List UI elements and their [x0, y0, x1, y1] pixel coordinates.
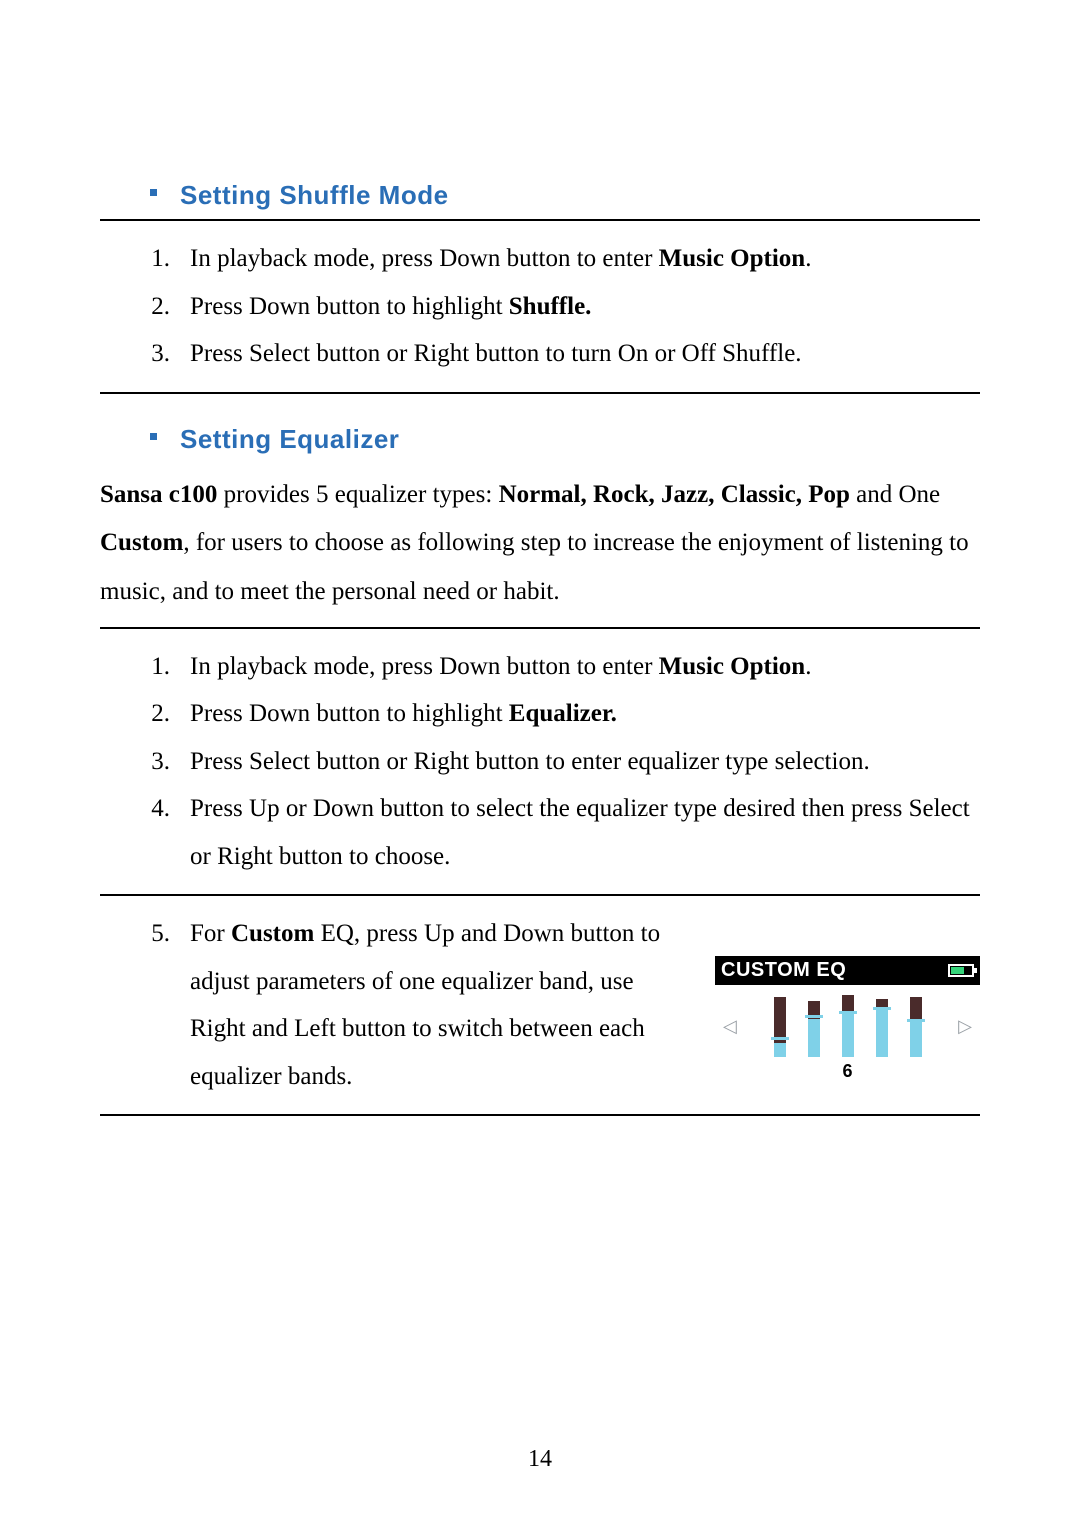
- manual-page: Setting Shuffle Mode 1. In playback mode…: [0, 0, 1080, 1533]
- list-item: 1. In playback mode, press Down button t…: [130, 643, 980, 691]
- eq-slider-handle: [873, 1007, 891, 1010]
- divider: [100, 219, 980, 221]
- step-number: 1.: [130, 235, 170, 283]
- eq-slider-handle: [907, 1019, 925, 1022]
- bullet-icon: [150, 189, 157, 196]
- heading-shuffle-text: Setting Shuffle Mode: [180, 180, 449, 210]
- battery-icon: [948, 964, 974, 977]
- eq-fill: [910, 1021, 922, 1057]
- eq-fill: [842, 1013, 854, 1057]
- eq-slider-handle: [771, 1037, 789, 1040]
- eq-band: [873, 999, 891, 1057]
- eq-slider-handle: [839, 1011, 857, 1014]
- divider: [100, 1114, 980, 1116]
- spacer: [100, 394, 980, 424]
- arrow-left-icon: ◁: [721, 1016, 739, 1037]
- step-text: Press Up or Down button to select the eq…: [190, 795, 970, 870]
- divider: [100, 894, 980, 896]
- eq-track: [774, 997, 786, 1057]
- step-number: 2.: [130, 283, 170, 331]
- step-text: Press Select button or Right button to e…: [190, 748, 870, 775]
- eq-fill: [876, 1009, 888, 1057]
- arrow-right-icon: ▷: [956, 1016, 974, 1037]
- custom-eq-figure: CUSTOM EQ ◁ ▷ 6: [715, 956, 980, 1082]
- eq-header: CUSTOM EQ: [715, 956, 980, 985]
- eq-track: [842, 995, 854, 1057]
- page-number: 14: [0, 1446, 1080, 1473]
- eq-band: [805, 1001, 823, 1057]
- heading-equalizer: Setting Equalizer: [100, 424, 980, 455]
- step-number: 3.: [130, 738, 170, 786]
- eq-track: [876, 999, 888, 1057]
- eq-slider-handle: [805, 1015, 823, 1018]
- eq-body: ◁ ▷: [715, 985, 980, 1059]
- eq-caption: 6: [715, 1061, 980, 1082]
- step-text: In playback mode, press Down button to e…: [190, 245, 811, 272]
- list-item: 3. Press Select button or Right button t…: [130, 738, 980, 786]
- equalizer-steps-a: 1. In playback mode, press Down button t…: [100, 643, 980, 881]
- list-item: 2. Press Down button to highlight Shuffl…: [130, 283, 980, 331]
- heading-shuffle: Setting Shuffle Mode: [100, 180, 980, 211]
- step-number: 1.: [130, 643, 170, 691]
- divider: [100, 627, 980, 629]
- list-item: 3. Press Select button or Right button t…: [130, 330, 980, 378]
- step-text: For Custom EQ, press Up and Down button …: [190, 910, 670, 1100]
- step-number: 3.: [130, 330, 170, 378]
- eq-band: [907, 997, 925, 1057]
- eq-fill: [774, 1043, 786, 1057]
- eq-track: [808, 1001, 820, 1057]
- heading-equalizer-text: Setting Equalizer: [180, 424, 399, 454]
- list-item: 4. Press Up or Down button to select the…: [130, 785, 980, 880]
- eq-bars: [739, 995, 956, 1057]
- battery-fill: [951, 967, 964, 974]
- bullet-icon: [150, 433, 157, 440]
- eq-title: CUSTOM EQ: [721, 959, 846, 982]
- list-item: 1. In playback mode, press Down button t…: [130, 235, 980, 283]
- shuffle-steps: 1. In playback mode, press Down button t…: [100, 235, 980, 378]
- step-number: 2.: [130, 690, 170, 738]
- eq-band: [771, 997, 789, 1057]
- step-text: Press Select button or Right button to t…: [190, 340, 802, 367]
- equalizer-intro: Sansa c100 provides 5 equalizer types: N…: [100, 471, 980, 617]
- step-text: Press Down button to highlight Equalizer…: [190, 700, 617, 727]
- eq-track: [910, 997, 922, 1057]
- eq-fill: [808, 1019, 820, 1057]
- eq-band: [839, 995, 857, 1057]
- list-item: 2. Press Down button to highlight Equali…: [130, 690, 980, 738]
- step-text: In playback mode, press Down button to e…: [190, 653, 811, 680]
- step-number: 5.: [130, 910, 170, 958]
- step-number: 4.: [130, 785, 170, 833]
- step-text: Press Down button to highlight Shuffle.: [190, 293, 591, 320]
